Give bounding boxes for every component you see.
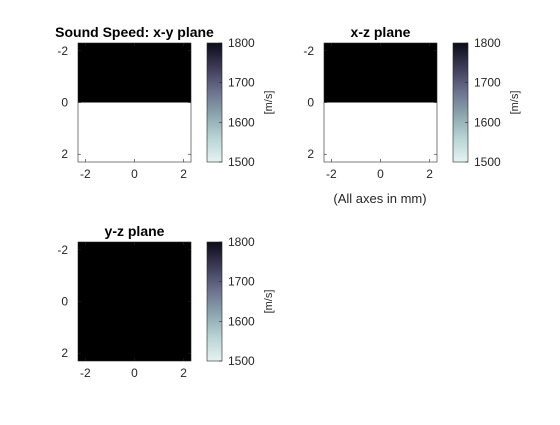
x-tick-label: 0 <box>131 167 138 181</box>
x-tick-label: 2 <box>180 366 187 380</box>
colorbar-tick-label: 1500 <box>474 155 501 169</box>
colorbar-box <box>452 42 469 163</box>
x-tick-label: 0 <box>377 167 384 181</box>
colorbar-box <box>206 241 223 362</box>
y-tick-label: -2 <box>57 44 68 58</box>
heatmap-region <box>78 242 191 361</box>
colorbar-tick-label: 1500 <box>228 155 255 169</box>
y-tick-label: 0 <box>61 295 68 309</box>
colorbar-tick-label: 1600 <box>474 115 501 129</box>
x-tick-label: -2 <box>80 366 91 380</box>
y-tick-label: 2 <box>61 346 68 360</box>
colorbar-gradient <box>453 43 468 162</box>
subplot-title: x-z plane <box>351 24 411 40</box>
colorbar-tick-label: 1600 <box>228 314 255 328</box>
y-tick-label: -2 <box>303 44 314 58</box>
colorbar-tick-label: 1700 <box>474 76 501 90</box>
axes-units-note: (All axes in mm) <box>333 191 426 206</box>
colorbar-gradient <box>207 43 222 162</box>
subplot-xy: -2 0 2 -2 0 2 Sound Speed: x-y plane 1500 1600 17… <box>55 24 275 181</box>
colorbar-tick-label: 1800 <box>228 36 255 50</box>
subplot-xz: -2 0 2 -2 0 2 x-z plane 1500 1600 1700 1800 [m/s] <box>303 24 521 181</box>
colorbar: 1500 1600 1700 1800 [m/s] <box>206 36 275 169</box>
colorbar-box <box>206 42 223 163</box>
x-tick-label: 2 <box>180 167 187 181</box>
x-tick-label: 0 <box>131 366 138 380</box>
colorbar-tick-label: 1600 <box>228 115 255 129</box>
colorbar-tick-label: 1800 <box>474 36 501 50</box>
heatmap-region <box>78 43 191 103</box>
colorbar-tick-label: 1800 <box>228 235 255 249</box>
colorbar-tick-label: 1700 <box>228 275 255 289</box>
colorbar-label: [m/s] <box>263 290 275 314</box>
y-tick-label: 2 <box>61 147 68 161</box>
colorbar-tick-label: 1500 <box>228 354 255 368</box>
x-tick-label: -2 <box>80 167 91 181</box>
colorbar-gradient <box>207 242 222 361</box>
colorbar-tick-label: 1700 <box>228 76 255 90</box>
subplot-yz: -2 0 2 -2 0 2 y-z plane 1500 1600 1700 1800 [m/s] <box>57 223 275 380</box>
heatmap-region <box>324 102 437 162</box>
colorbar-label: [m/s] <box>263 91 275 115</box>
y-tick-label: -2 <box>57 243 68 257</box>
x-tick-label: -2 <box>326 167 337 181</box>
colorbar: 1500 1600 1700 1800 [m/s] <box>452 36 521 169</box>
heatmap-region <box>78 102 191 162</box>
subplot-title: Sound Speed: x-y plane <box>55 24 214 40</box>
y-tick-label: 0 <box>61 96 68 110</box>
heatmap-region <box>324 43 437 103</box>
x-tick-label: 2 <box>426 167 433 181</box>
colorbar-label: [m/s] <box>509 91 521 115</box>
subplot-title: y-z plane <box>105 223 165 239</box>
y-tick-label: 2 <box>307 147 314 161</box>
y-tick-label: 0 <box>307 96 314 110</box>
colorbar: 1500 1600 1700 1800 [m/s] <box>206 235 275 368</box>
